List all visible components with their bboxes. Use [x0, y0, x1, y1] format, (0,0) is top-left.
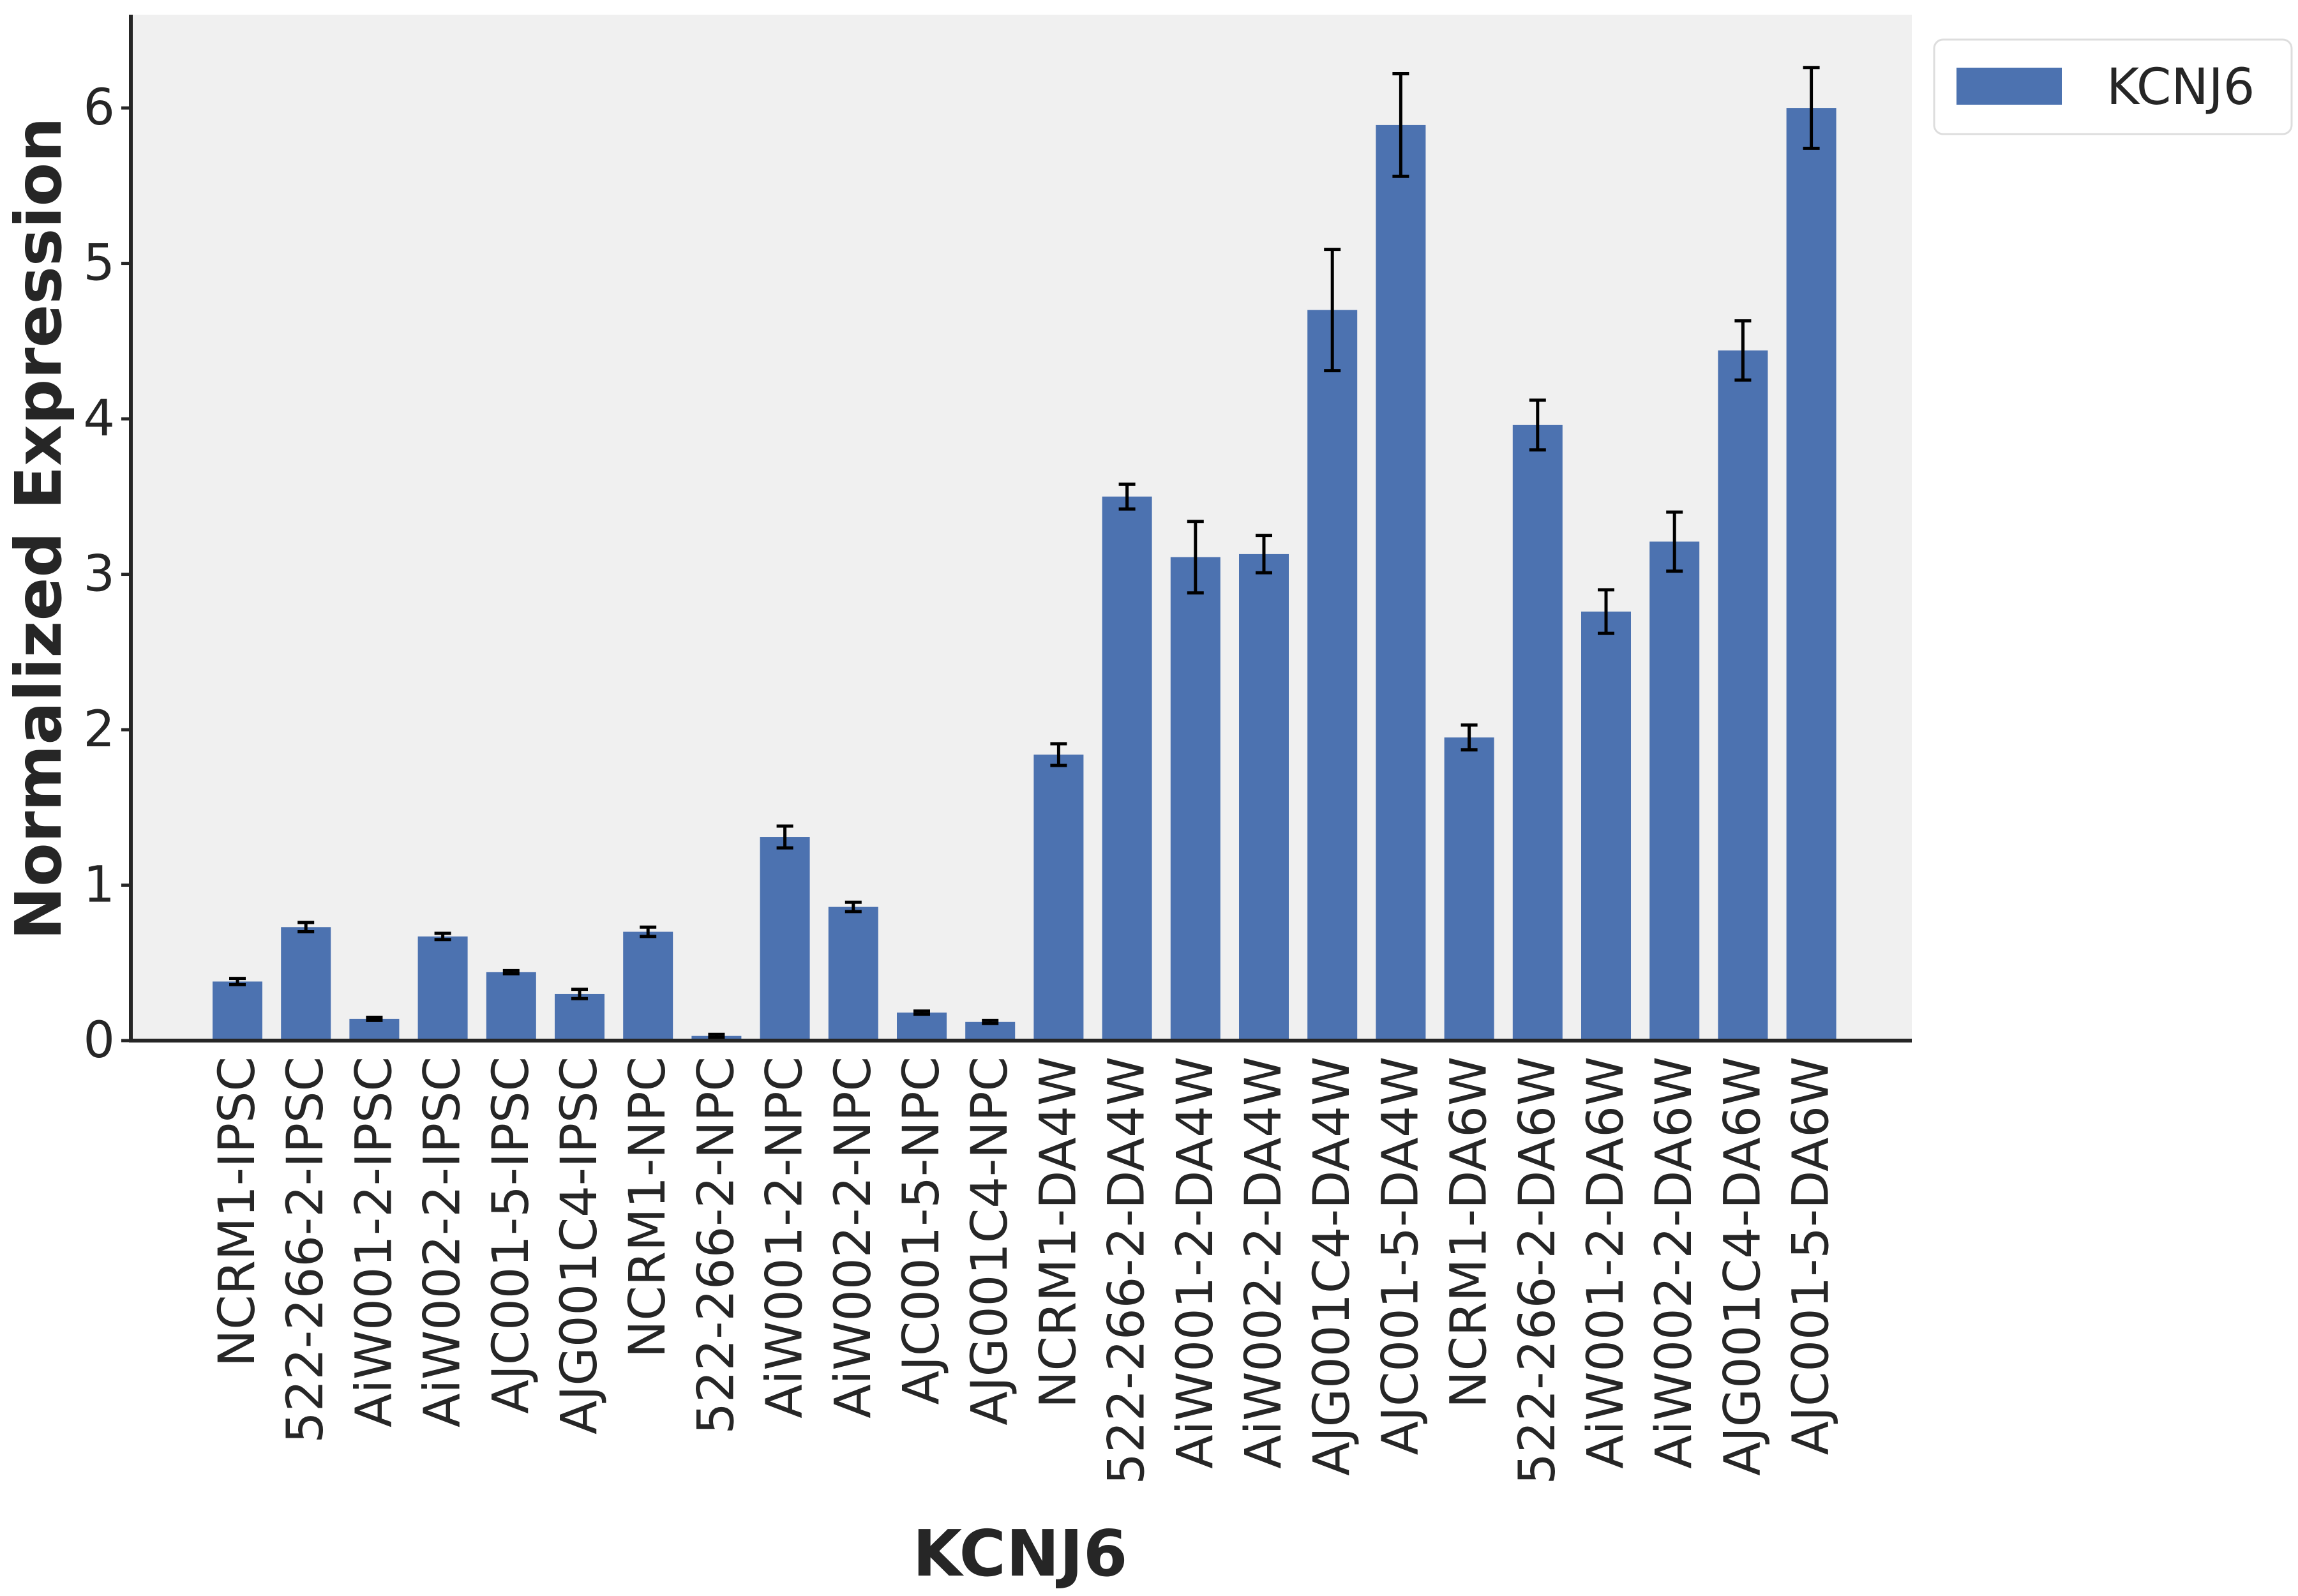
bar-AJC001-5-NPC [897, 1013, 947, 1041]
error-bar-AiW002-2-NPC [845, 900, 862, 914]
x-tick-label: 522-266-2-IPSC [277, 1057, 334, 1443]
bar-AiW002-2-DA4W [1239, 553, 1289, 1041]
x-tick-label: AJG001C4-DA4W [1303, 1057, 1361, 1476]
x-tick-label: NCRM1-DA4W [1030, 1057, 1087, 1408]
x-tick-label: AiW002-2-NPC [825, 1057, 882, 1419]
error-bar-AiW001-2-DA6W [1598, 588, 1614, 635]
bar-NCRM1-DA4W [1033, 754, 1084, 1041]
x-tick-label: AJC001-5-IPSC [483, 1057, 540, 1414]
bar-AiW002-2-NPC [828, 907, 878, 1041]
bar-AJG001C4-IPSC [555, 993, 605, 1041]
bar-AiW002-2-IPSC [417, 936, 468, 1041]
x-tick-label: AJG001C4-IPSC [551, 1057, 608, 1434]
error-bar-522-266-2-NPC [708, 1032, 725, 1039]
bars-layer [213, 108, 1836, 1041]
error-bar-AJG001C4-NPC [982, 1018, 999, 1025]
error-bar-522-266-2-DA4W [1118, 482, 1136, 511]
error-bar-AJC001-5-DA6W [1803, 66, 1820, 150]
x-tick-label: NCRM1-IPSC [209, 1057, 266, 1367]
bar-AJC001-5-DA4W [1376, 124, 1426, 1041]
x-tick-layer: NCRM1-IPSC 522-266-2-IPSC AiW001-2-IPSC AiW… [209, 1057, 1840, 1485]
error-bar-AiW001-2-IPSC [366, 1015, 383, 1022]
x-tick-label: 522-266-2-NPC [687, 1057, 745, 1434]
bar-NCRM1-IPSC [213, 981, 262, 1041]
x-tick-label: AiW001-2-NPC [756, 1057, 814, 1419]
y-tick-layer: 0 1 2 3 4 5 6 [83, 79, 131, 1069]
x-tick-label: AiW002-2-DA4W [1235, 1057, 1293, 1469]
x-tick-label: AJC001-5-DA4W [1372, 1057, 1429, 1455]
legend-entry: KCNJ6 [2106, 59, 2255, 116]
bar-522-266-2-IPSC [281, 927, 331, 1041]
y-tick-label: 4 [83, 390, 115, 448]
error-bars-layer [229, 66, 1820, 1039]
error-bar-NCRM1-NPC [640, 925, 657, 938]
x-tick-label: AiW001-2-DA4W [1167, 1057, 1224, 1469]
bar-NCRM1-NPC [623, 931, 673, 1041]
bar-AJG001C4-DA4W [1307, 310, 1358, 1041]
x-tick-label: AiW001-2-DA6W [1577, 1057, 1635, 1469]
bar-AJC001-5-DA6W [1786, 108, 1836, 1041]
bar-522-266-2-DA4W [1102, 496, 1152, 1041]
error-bar-AJC001-5-NPC [913, 1009, 930, 1016]
legend-frame [1933, 38, 2293, 135]
error-bar-NCRM1-IPSC [229, 977, 246, 986]
error-bar-AiW002-2-DA4W [1256, 534, 1272, 575]
x-tick-label: AiW001-2-IPSC [345, 1057, 403, 1427]
error-bar-AJG001C4-IPSC [571, 988, 588, 1000]
x-tick-label: AJG001C4-DA6W [1714, 1057, 1771, 1476]
bar-AiW001-2-DA4W [1170, 557, 1220, 1041]
error-bar-AiW002-2-DA6W [1666, 510, 1683, 573]
legend-swatch [1956, 68, 2062, 105]
x-tick-label: AiW002-2-DA6W [1646, 1057, 1703, 1469]
x-axis-title: KCNJ6 [913, 1516, 1128, 1591]
x-tick-label: AJG001C4-NPC [961, 1057, 1019, 1426]
bar-AiW002-2-DA6W [1649, 541, 1700, 1041]
error-bar-AJC001-5-IPSC [502, 968, 520, 975]
bar-AJG001C4-DA6W [1718, 350, 1768, 1041]
x-tick-label: AJC001-5-NPC [893, 1057, 950, 1404]
error-bar-NCRM1-DA4W [1050, 742, 1067, 767]
legend: KCNJ6 [1933, 38, 2293, 135]
error-bar-AJG001C4-DA4W [1324, 248, 1341, 373]
error-bar-522-266-2-IPSC [297, 921, 315, 934]
x-tick-label: 522-266-2-DA6W [1509, 1057, 1566, 1485]
x-tick-label: 522-266-2-DA4W [1099, 1057, 1156, 1485]
x-tick-label: NCRM1-DA6W [1441, 1057, 1498, 1408]
error-bar-AJG001C4-DA6W [1734, 319, 1752, 382]
y-tick-label: 1 [83, 857, 115, 914]
x-tick-label: AiW002-2-IPSC [414, 1057, 472, 1427]
y-tick-label: 0 [83, 1012, 115, 1069]
y-tick-label: 3 [83, 546, 115, 603]
y-tick-label: 6 [83, 79, 115, 137]
bar-AiW001-2-IPSC [349, 1018, 400, 1041]
error-bar-AJC001-5-DA4W [1392, 72, 1409, 178]
error-bar-AiW001-2-NPC [776, 824, 793, 850]
bar-AiW001-2-NPC [760, 837, 810, 1041]
y-tick-label: 2 [83, 701, 115, 758]
bar-AJC001-5-IPSC [486, 972, 536, 1041]
error-bar-NCRM1-DA6W [1461, 723, 1478, 752]
error-bar-AiW002-2-IPSC [434, 931, 451, 942]
bar-AiW001-2-DA6W [1581, 611, 1631, 1041]
x-tick-label: NCRM1-NPC [619, 1057, 677, 1358]
error-bar-522-266-2-DA6W [1529, 398, 1546, 452]
y-axis-title: Normalized Expression [1, 117, 76, 940]
plot-background [131, 15, 1912, 1039]
x-tick-label: AJC001-5-DA6W [1783, 1057, 1840, 1455]
error-bar-AiW001-2-DA4W [1187, 520, 1204, 595]
bar-522-266-2-DA6W [1512, 425, 1563, 1041]
bar-NCRM1-DA6W [1444, 737, 1494, 1041]
y-tick-label: 5 [83, 235, 115, 292]
